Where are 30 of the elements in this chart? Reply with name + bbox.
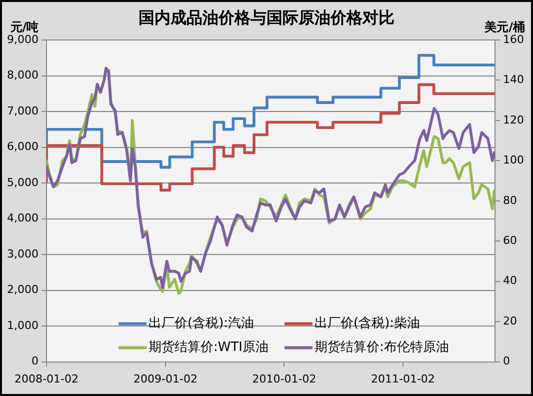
y-tick-label: 3,000 — [6, 247, 38, 260]
y-tick-label: 7,000 — [6, 104, 38, 118]
y2-tick-label: 140 — [503, 73, 524, 86]
x-tick-label: 2011-01-02 — [370, 372, 435, 386]
y2-tick-label: 80 — [503, 194, 518, 207]
y2-tick-label: 0 — [503, 354, 510, 368]
y-tick-label: 1,000 — [6, 318, 38, 332]
legend-label: 出厂价(含税):柴油 — [314, 316, 420, 332]
x-tick-label: 2009-01-02 — [134, 372, 198, 386]
y-tick-label: 2,000 — [6, 283, 38, 296]
legend-label: 期货结算价:WTI原油 — [148, 340, 269, 356]
x-tick-label: 2008-01-02 — [14, 372, 78, 386]
legend-label: 出厂价(含税):汽油 — [148, 316, 254, 332]
legend-label: 期货结算价:布伦特原油 — [314, 340, 449, 356]
y-tick-label: 9,000 — [6, 32, 38, 46]
y-tick-label: 4,000 — [6, 212, 38, 225]
x-tick-label: 2010-01-02 — [252, 372, 316, 386]
y-tick-label: 8,000 — [6, 68, 38, 82]
y2-tick-label: 40 — [503, 274, 518, 288]
y2-tick-label: 20 — [503, 314, 518, 328]
y-tick-label: 6,000 — [6, 140, 38, 154]
y2-tick-label: 60 — [503, 234, 518, 247]
y-tick-label: 5,000 — [6, 176, 38, 189]
y-tick-label: 0 — [31, 354, 38, 368]
y2-tick-label: 160 — [503, 32, 524, 46]
y2-axis-title: 美元/桶 — [484, 20, 525, 34]
y2-tick-label: 120 — [503, 113, 524, 126]
chart-title: 国内成品油价格与国际原油价格对比 — [138, 8, 394, 28]
y2-tick-label: 100 — [503, 154, 524, 167]
y-axis-title: 元/吨 — [9, 20, 39, 34]
